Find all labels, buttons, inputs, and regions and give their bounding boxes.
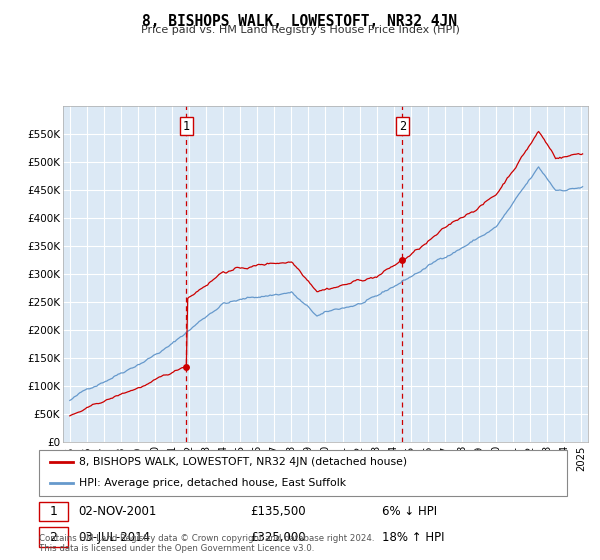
Text: 8, BISHOPS WALK, LOWESTOFT, NR32 4JN: 8, BISHOPS WALK, LOWESTOFT, NR32 4JN	[143, 14, 458, 29]
Text: 02-NOV-2001: 02-NOV-2001	[79, 505, 157, 518]
FancyBboxPatch shape	[39, 450, 567, 496]
Text: 2: 2	[398, 119, 406, 133]
Text: Contains HM Land Registry data © Crown copyright and database right 2024.
This d: Contains HM Land Registry data © Crown c…	[39, 534, 374, 553]
Text: 03-JUL-2014: 03-JUL-2014	[79, 530, 151, 544]
Text: HPI: Average price, detached house, East Suffolk: HPI: Average price, detached house, East…	[79, 478, 346, 488]
Text: 1: 1	[183, 119, 190, 133]
Text: £325,000: £325,000	[250, 530, 306, 544]
Text: Price paid vs. HM Land Registry's House Price Index (HPI): Price paid vs. HM Land Registry's House …	[140, 25, 460, 35]
Text: 1: 1	[50, 505, 58, 518]
FancyBboxPatch shape	[39, 502, 68, 521]
Text: 8, BISHOPS WALK, LOWESTOFT, NR32 4JN (detached house): 8, BISHOPS WALK, LOWESTOFT, NR32 4JN (de…	[79, 457, 407, 467]
Text: 6% ↓ HPI: 6% ↓ HPI	[382, 505, 437, 518]
FancyBboxPatch shape	[39, 528, 68, 547]
Text: 18% ↑ HPI: 18% ↑ HPI	[382, 530, 445, 544]
Text: £135,500: £135,500	[250, 505, 306, 518]
Text: 2: 2	[50, 530, 58, 544]
